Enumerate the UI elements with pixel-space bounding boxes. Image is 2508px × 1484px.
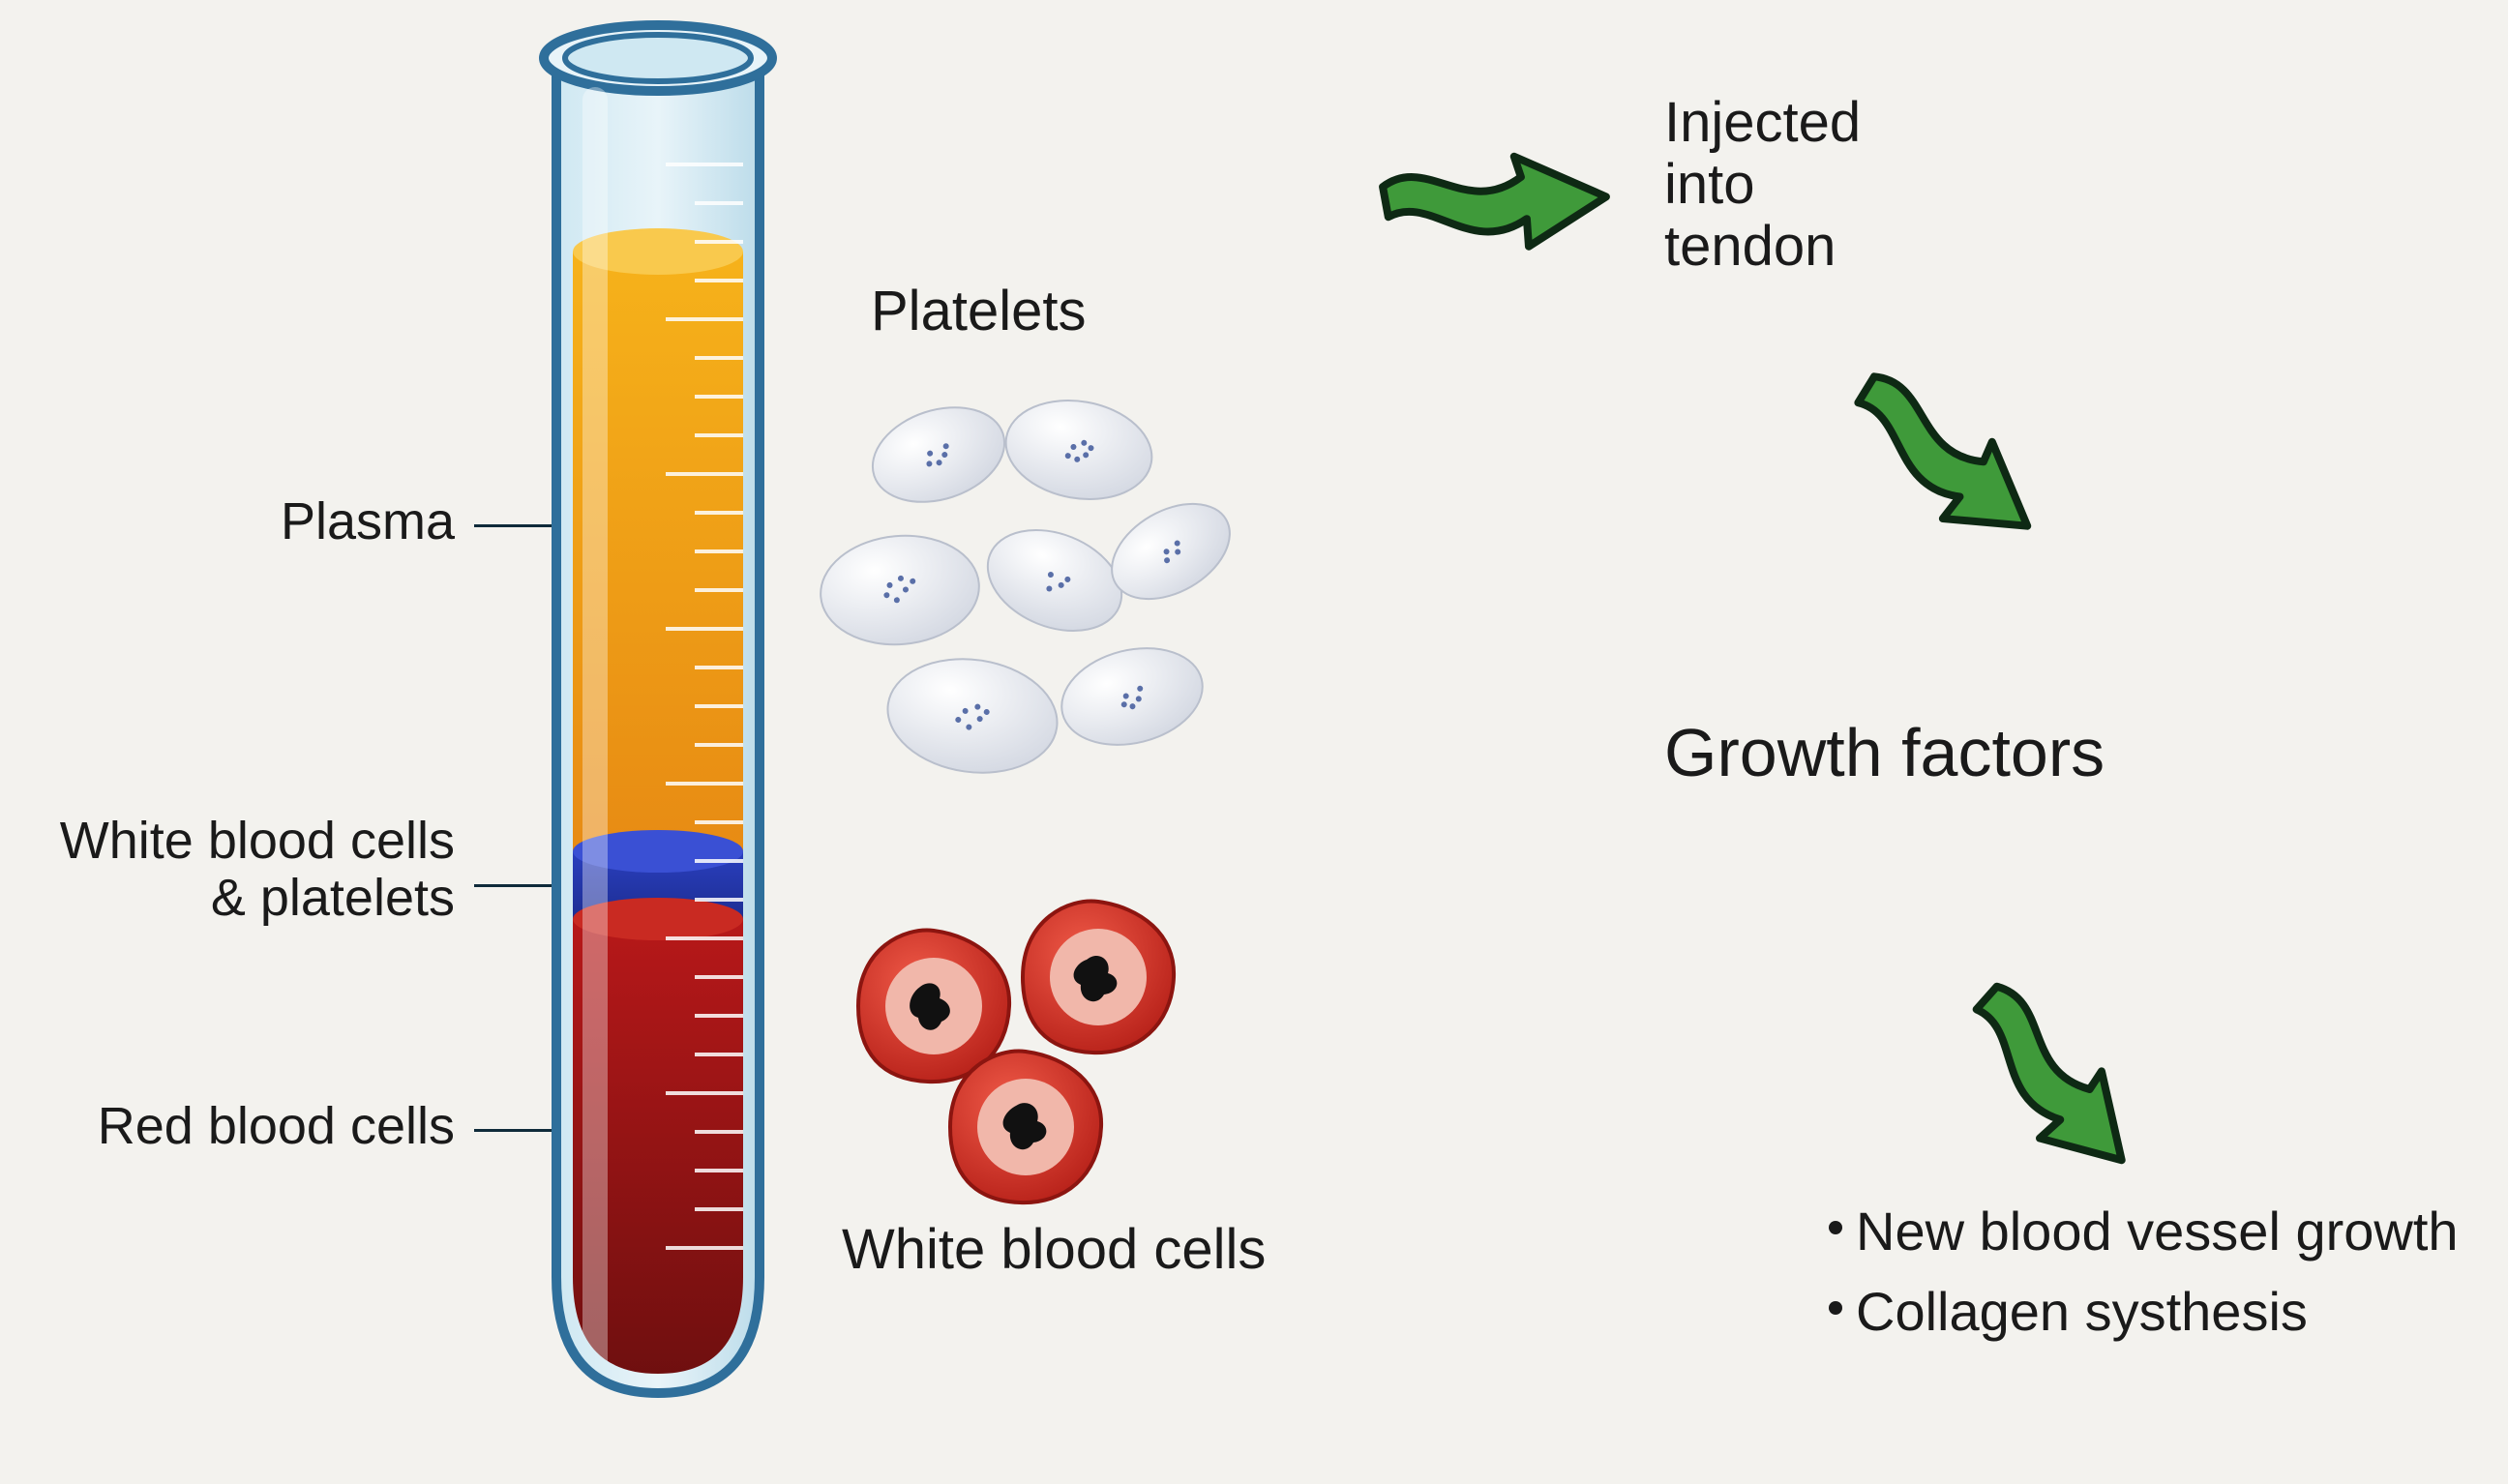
label-wbc-platelets: White blood cells & platelets xyxy=(0,813,455,928)
test-tube xyxy=(503,19,813,1432)
tick-rbc xyxy=(474,1129,552,1132)
label-growth-factors: Growth factors xyxy=(1664,716,2105,790)
bullet-icon xyxy=(1829,1221,1842,1234)
outcome-text: New blood vessel growth xyxy=(1856,1200,2459,1262)
label-wbc: White blood cells xyxy=(842,1219,1266,1281)
flow-arrow-icon xyxy=(1926,948,2158,1219)
outcome-text: Collagen systhesis xyxy=(1856,1280,2308,1343)
label-plasma: Plasma xyxy=(0,493,455,550)
outcome-list: New blood vessel growth Collagen systhes… xyxy=(1829,1200,2459,1343)
label-rbc: Red blood cells xyxy=(0,1098,455,1155)
label-platelets: Platelets xyxy=(871,281,1086,342)
infographic-stage: Plasma White blood cells & platelets Red… xyxy=(0,0,2508,1484)
tick-plasma xyxy=(474,524,552,527)
outcome-item: New blood vessel growth xyxy=(1829,1200,2459,1262)
tick-wbc-platelets xyxy=(474,884,552,887)
flow-arrow-icon xyxy=(1819,329,2051,600)
outcome-item: Collagen systhesis xyxy=(1829,1280,2459,1343)
wbc-cluster xyxy=(832,890,1219,1219)
platelets-cluster xyxy=(813,368,1277,793)
label-injected: Injected into tendon xyxy=(1664,92,1861,277)
bullet-icon xyxy=(1829,1301,1842,1315)
flow-arrow-icon xyxy=(1364,106,1635,271)
